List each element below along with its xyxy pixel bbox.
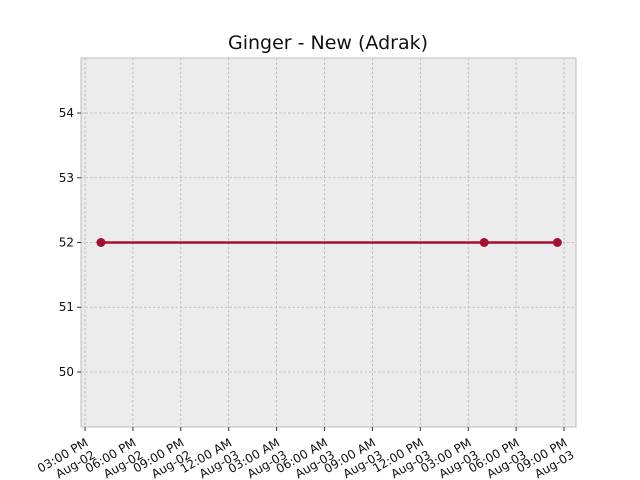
data-point — [479, 238, 489, 247]
chart-title: Ginger - New (Adrak) — [228, 32, 428, 54]
y-tick-label: 51 — [59, 300, 74, 314]
y-axis: 50 51 52 53 54 — [59, 106, 81, 379]
series-layer — [96, 238, 562, 247]
y-tick-label: 50 — [59, 365, 74, 379]
data-point — [552, 238, 562, 247]
x-tick-label: 09:00 PMAug-03 — [514, 435, 576, 480]
y-tick-label: 52 — [59, 236, 74, 250]
y-tick-label: 53 — [59, 171, 74, 185]
data-point — [96, 238, 106, 247]
y-tick-label: 54 — [59, 106, 74, 120]
